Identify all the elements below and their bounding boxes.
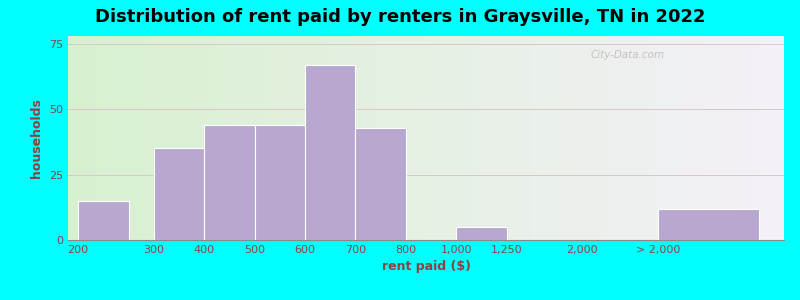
Y-axis label: households: households [30, 98, 43, 178]
Bar [456, 227, 506, 240]
Bar [154, 148, 204, 240]
Bar [658, 208, 758, 240]
X-axis label: rent paid ($): rent paid ($) [382, 260, 470, 273]
Bar [355, 128, 406, 240]
Text: City-Data.com: City-Data.com [590, 50, 665, 60]
Text: Distribution of rent paid by renters in Graysville, TN in 2022: Distribution of rent paid by renters in … [94, 8, 706, 26]
Bar [78, 201, 129, 240]
Bar [305, 65, 355, 240]
Bar [204, 125, 254, 240]
Bar [254, 125, 305, 240]
